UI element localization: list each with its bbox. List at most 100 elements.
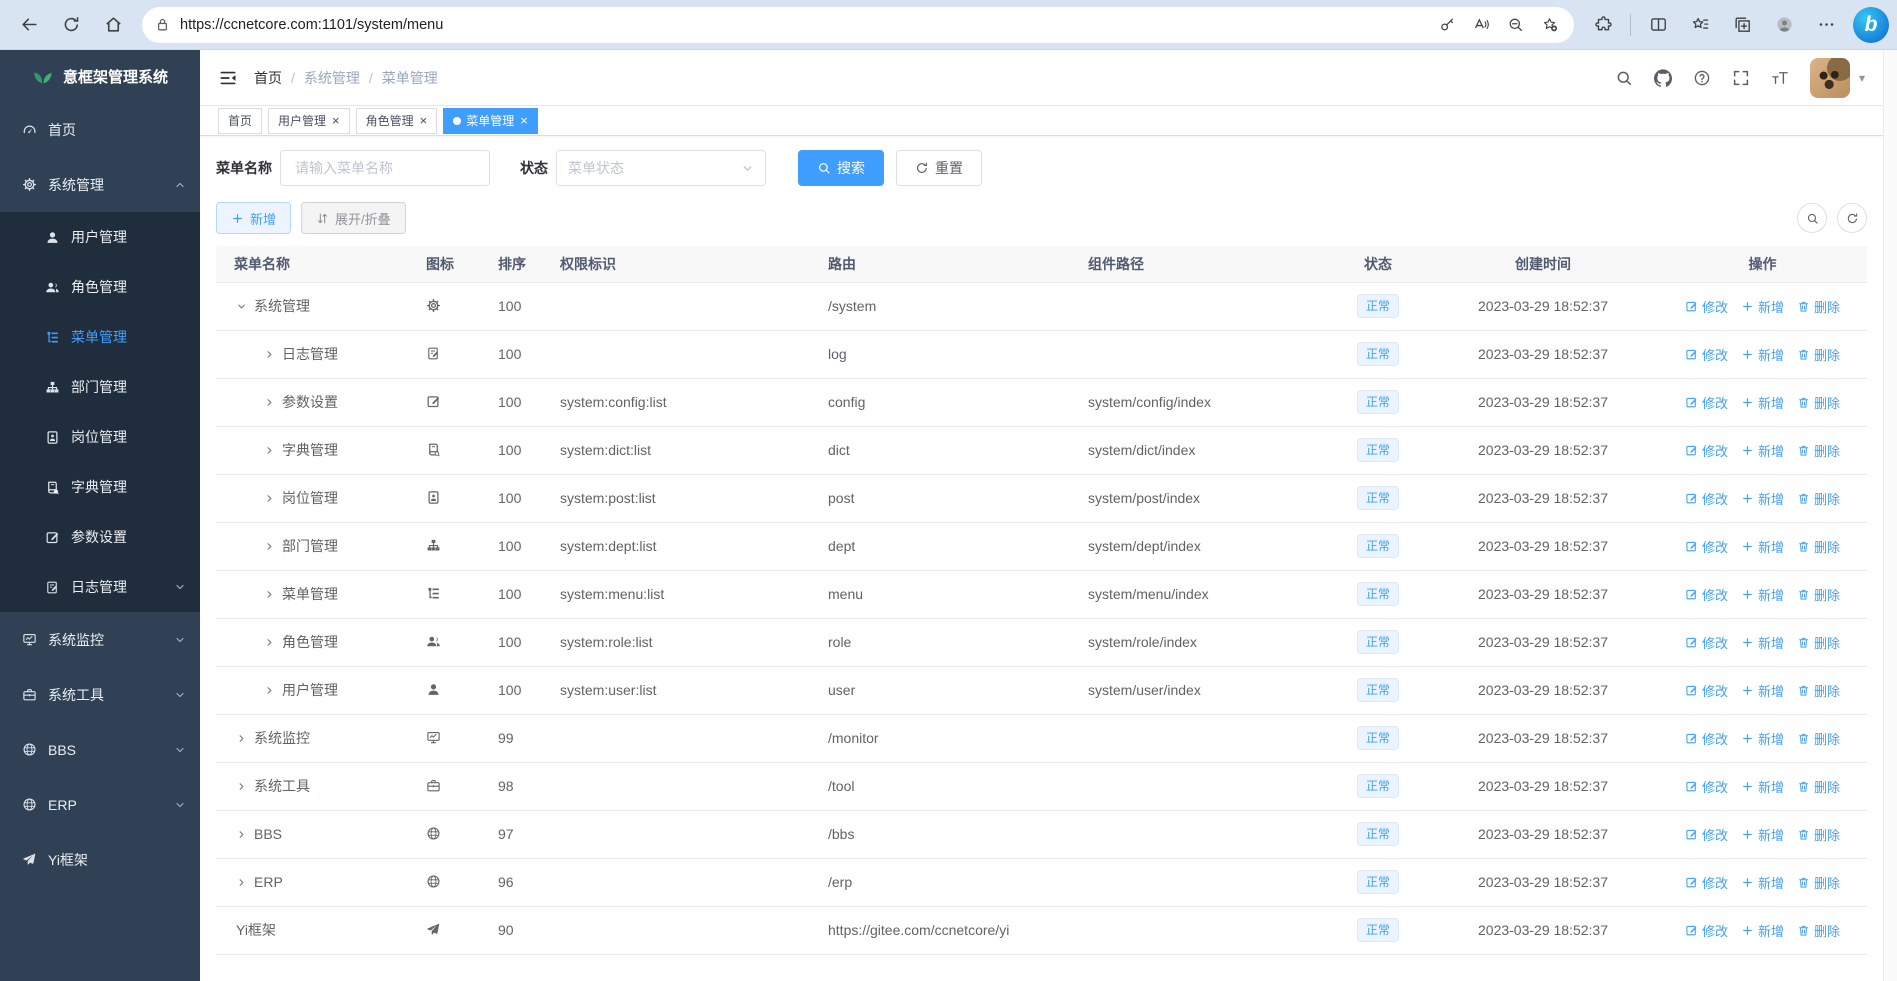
action-delete[interactable]: 删除 xyxy=(1797,729,1840,748)
collections-button[interactable] xyxy=(1721,7,1763,43)
action-add[interactable]: 新增 xyxy=(1741,777,1784,796)
close-icon[interactable]: × xyxy=(332,113,340,128)
reload-button[interactable] xyxy=(50,7,92,43)
sidebar-item-tool[interactable]: 系统工具 xyxy=(0,667,200,722)
action-delete[interactable]: 删除 xyxy=(1797,585,1840,604)
question-icon[interactable] xyxy=(1693,69,1711,87)
action-delete[interactable]: 删除 xyxy=(1797,537,1840,556)
breadcrumb-item[interactable]: 首页 xyxy=(254,69,282,86)
favorites-button[interactable] xyxy=(1679,7,1721,43)
reset-button[interactable]: 重置 xyxy=(896,150,982,186)
address-bar[interactable]: https://ccnetcore.com:1101/system/menu xyxy=(142,6,1574,43)
action-add[interactable]: 新增 xyxy=(1741,297,1784,316)
extensions-button[interactable] xyxy=(1582,7,1624,43)
sidebar-item-yi[interactable]: Yi框架 xyxy=(0,832,200,887)
action-add[interactable]: 新增 xyxy=(1741,681,1784,700)
fullscreen-icon[interactable] xyxy=(1732,69,1750,87)
sidebar-item-monitor[interactable]: 系统监控 xyxy=(0,612,200,667)
font-size-icon[interactable] xyxy=(1771,69,1789,87)
action-edit[interactable]: 修改 xyxy=(1685,873,1728,892)
action-add[interactable]: 新增 xyxy=(1741,441,1784,460)
breadcrumb-item[interactable]: 系统管理 xyxy=(303,69,360,86)
sidebar-item-dict[interactable]: 字典管理 xyxy=(0,462,200,512)
read-aloud-button[interactable] xyxy=(1464,10,1498,40)
action-add[interactable]: 新增 xyxy=(1741,489,1784,508)
action-delete[interactable]: 删除 xyxy=(1797,873,1840,892)
row-expand-icon[interactable] xyxy=(264,493,275,504)
action-delete[interactable]: 删除 xyxy=(1797,681,1840,700)
home-button[interactable] xyxy=(92,7,134,43)
action-edit[interactable]: 修改 xyxy=(1685,489,1728,508)
action-edit[interactable]: 修改 xyxy=(1685,537,1728,556)
more-button[interactable] xyxy=(1805,7,1847,43)
action-delete[interactable]: 删除 xyxy=(1797,297,1840,316)
row-expand-icon[interactable] xyxy=(236,733,247,744)
action-edit[interactable]: 修改 xyxy=(1685,729,1728,748)
table-refresh-button[interactable] xyxy=(1837,203,1867,233)
action-add[interactable]: 新增 xyxy=(1741,393,1784,412)
table-search-button[interactable] xyxy=(1797,203,1827,233)
search-button[interactable]: 搜索 xyxy=(798,150,884,186)
tab-menu[interactable]: 菜单管理 × xyxy=(443,107,538,134)
action-delete[interactable]: 删除 xyxy=(1797,345,1840,364)
row-expand-icon[interactable] xyxy=(236,829,247,840)
sidebar-item-user[interactable]: 用户管理 xyxy=(0,212,200,262)
row-expand-icon[interactable] xyxy=(264,445,275,456)
search-icon[interactable] xyxy=(1615,69,1633,87)
row-expand-icon[interactable] xyxy=(236,301,247,312)
split-screen-button[interactable] xyxy=(1637,7,1679,43)
action-edit[interactable]: 修改 xyxy=(1685,345,1728,364)
sidebar-item-config[interactable]: 参数设置 xyxy=(0,512,200,562)
action-add[interactable]: 新增 xyxy=(1741,825,1784,844)
action-delete[interactable]: 删除 xyxy=(1797,441,1840,460)
profile-button[interactable] xyxy=(1763,7,1805,43)
action-delete[interactable]: 删除 xyxy=(1797,393,1840,412)
row-expand-icon[interactable] xyxy=(264,541,275,552)
close-icon[interactable]: × xyxy=(419,113,428,128)
sidebar-item-log[interactable]: 日志管理 xyxy=(0,562,200,612)
bing-chat-icon[interactable]: b xyxy=(1853,6,1889,43)
action-delete[interactable]: 删除 xyxy=(1797,921,1840,940)
sidebar-item-erp[interactable]: ERP xyxy=(0,777,200,832)
action-edit[interactable]: 修改 xyxy=(1685,585,1728,604)
sidebar-item-menu[interactable]: 菜单管理 xyxy=(0,312,200,362)
add-button[interactable]: 新增 xyxy=(216,202,292,234)
caret-down-icon[interactable]: ▾ xyxy=(1858,70,1865,85)
action-add[interactable]: 新增 xyxy=(1741,585,1784,604)
action-delete[interactable]: 删除 xyxy=(1797,633,1840,652)
row-expand-icon[interactable] xyxy=(264,589,275,600)
action-delete[interactable]: 删除 xyxy=(1797,489,1840,508)
row-expand-icon[interactable] xyxy=(264,349,275,360)
menu-name-input[interactable] xyxy=(280,150,490,186)
github-icon[interactable] xyxy=(1654,69,1672,87)
page-scrollbar[interactable] xyxy=(1883,50,1897,981)
zoom-out-button[interactable] xyxy=(1498,10,1532,40)
action-edit[interactable]: 修改 xyxy=(1685,825,1728,844)
action-edit[interactable]: 修改 xyxy=(1685,681,1728,700)
sidebar-toggle[interactable] xyxy=(218,68,238,88)
expand-collapse-button[interactable]: 展开/折叠 xyxy=(301,202,406,234)
tab-role[interactable]: 角色管理 × xyxy=(355,107,438,134)
action-add[interactable]: 新增 xyxy=(1741,729,1784,748)
sidebar-item-home[interactable]: 首页 xyxy=(0,102,200,157)
sidebar-item-bbs[interactable]: BBS xyxy=(0,722,200,777)
avatar[interactable] xyxy=(1809,57,1850,98)
sidebar-item-post[interactable]: 岗位管理 xyxy=(0,412,200,462)
action-edit[interactable]: 修改 xyxy=(1685,441,1728,460)
action-delete[interactable]: 删除 xyxy=(1797,825,1840,844)
action-add[interactable]: 新增 xyxy=(1741,633,1784,652)
tab-home[interactable]: 首页 xyxy=(218,107,263,134)
action-edit[interactable]: 修改 xyxy=(1685,777,1728,796)
row-expand-icon[interactable] xyxy=(236,781,247,792)
add-favorite-button[interactable] xyxy=(1532,10,1566,40)
action-add[interactable]: 新增 xyxy=(1741,921,1784,940)
action-add[interactable]: 新增 xyxy=(1741,537,1784,556)
row-expand-icon[interactable] xyxy=(264,685,275,696)
key-button[interactable] xyxy=(1430,10,1464,40)
row-expand-icon[interactable] xyxy=(264,637,275,648)
sidebar-item-dept[interactable]: 部门管理 xyxy=(0,362,200,412)
action-add[interactable]: 新增 xyxy=(1741,345,1784,364)
action-edit[interactable]: 修改 xyxy=(1685,921,1728,940)
action-delete[interactable]: 删除 xyxy=(1797,777,1840,796)
action-edit[interactable]: 修改 xyxy=(1685,633,1728,652)
